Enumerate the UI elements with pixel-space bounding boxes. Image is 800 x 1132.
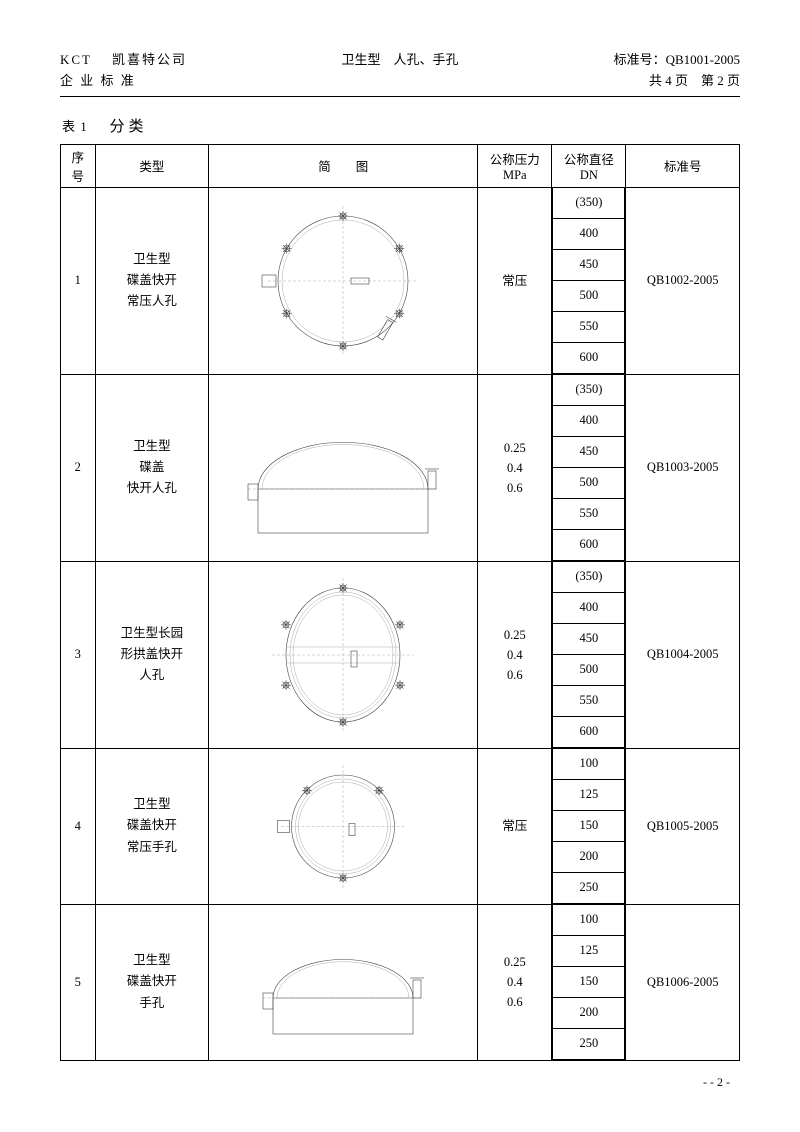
dn-value: 100	[553, 749, 625, 780]
dn-value: 250	[553, 872, 625, 903]
dn-value: 400	[553, 218, 625, 249]
cell-pressure: 0.25 0.4 0.6	[478, 561, 552, 748]
table-header-row: 序 号 类型 简 图 公称压力 MPa 公称直径 DN 标准号	[61, 144, 740, 187]
dn-value: 450	[553, 249, 625, 280]
col-dn: 公称直径 DN	[552, 144, 626, 187]
dn-value: 550	[553, 498, 625, 529]
dn-value: 450	[553, 436, 625, 467]
cell-diagram	[209, 904, 478, 1060]
company-code: KCT	[60, 52, 92, 67]
dn-value: 500	[553, 280, 625, 311]
dn-value: 450	[553, 623, 625, 654]
cell-seq: 5	[61, 904, 96, 1060]
company-name: 凯喜特公司	[112, 52, 187, 67]
dn-value: 500	[553, 467, 625, 498]
cell-diagram	[209, 374, 478, 561]
cell-type: 卫生型长园 形拱盖快开 人孔	[95, 561, 209, 748]
cell-seq: 4	[61, 748, 96, 904]
cell-pressure: 常压	[478, 748, 552, 904]
cell-pressure: 0.25 0.4 0.6	[478, 904, 552, 1060]
cell-seq: 3	[61, 561, 96, 748]
table-row: 2卫生型 碟盖 快开人孔 0.25 0.4 0.6(350)40045050055…	[61, 374, 740, 561]
cell-std: QB1004-2005	[626, 561, 740, 748]
col-diagram: 简 图	[209, 144, 478, 187]
page-footer: - - 2 -	[60, 1075, 740, 1090]
cell-pressure: 0.25 0.4 0.6	[478, 374, 552, 561]
table-row: 5卫生型 碟盖快开 手孔 0.25 0.4 0.6100125150200250Q…	[61, 904, 740, 1060]
cell-type: 卫生型 碟盖快开 手孔	[95, 904, 209, 1060]
dn-value: 100	[553, 905, 625, 936]
std-no-block: 标准号：QB1001-2005	[516, 50, 740, 71]
dn-value: 400	[553, 405, 625, 436]
dn-value: 600	[553, 529, 625, 560]
dn-value: (350)	[553, 562, 625, 593]
dn-value: 125	[553, 779, 625, 810]
page-header: KCT 凯喜特公司 卫生型 人孔、手孔 标准号：QB1001-2005 企 业 …	[60, 50, 740, 97]
dn-value: 200	[553, 841, 625, 872]
dn-value: 250	[553, 1028, 625, 1059]
dn-value: (350)	[553, 188, 625, 219]
cell-dn: 100125150200250	[552, 748, 626, 904]
col-pressure: 公称压力 MPa	[478, 144, 552, 187]
dn-value: 400	[553, 592, 625, 623]
cell-diagram	[209, 187, 478, 374]
dn-value: 600	[553, 716, 625, 747]
table-row: 1卫生型 碟盖快开 常压人孔 常压(350)400450500550600QB10…	[61, 187, 740, 374]
header-subtitle: 企 业 标 准	[60, 71, 284, 92]
page-info: 共 4 页 第 2 页	[516, 71, 740, 92]
dn-value: 600	[553, 342, 625, 373]
cell-diagram	[209, 748, 478, 904]
cell-std: QB1006-2005	[626, 904, 740, 1060]
cell-std: QB1002-2005	[626, 187, 740, 374]
table-caption: 表 1 分类	[62, 115, 740, 136]
doc-title: 卫生型 人孔、手孔	[288, 50, 512, 71]
table-row: 3卫生型长园 形拱盖快开 人孔 0.25 0.4 0.6(350)40045050…	[61, 561, 740, 748]
cell-dn: 100125150200250	[552, 904, 626, 1060]
cell-std: QB1005-2005	[626, 748, 740, 904]
classification-table: 序 号 类型 简 图 公称压力 MPa 公称直径 DN 标准号 1卫生型 碟盖快…	[60, 144, 740, 1061]
cell-diagram	[209, 561, 478, 748]
cell-seq: 2	[61, 374, 96, 561]
col-seq: 序 号	[61, 144, 96, 187]
header-company: KCT 凯喜特公司	[60, 50, 284, 71]
dn-value: 150	[553, 810, 625, 841]
cell-std: QB1003-2005	[626, 374, 740, 561]
dn-value: 150	[553, 966, 625, 997]
cell-seq: 1	[61, 187, 96, 374]
dn-value: (350)	[553, 375, 625, 406]
cell-dn: (350)400450500550600	[552, 561, 626, 748]
dn-value: 200	[553, 997, 625, 1028]
dn-value: 500	[553, 654, 625, 685]
dn-value: 125	[553, 935, 625, 966]
dn-value: 550	[553, 685, 625, 716]
cell-type: 卫生型 碟盖快开 常压手孔	[95, 748, 209, 904]
cell-type: 卫生型 碟盖快开 常压人孔	[95, 187, 209, 374]
cell-pressure: 常压	[478, 187, 552, 374]
cell-type: 卫生型 碟盖 快开人孔	[95, 374, 209, 561]
cell-dn: (350)400450500550600	[552, 187, 626, 374]
col-std: 标准号	[626, 144, 740, 187]
table-row: 4卫生型 碟盖快开 常压手孔 常压100125150200250QB1005-20…	[61, 748, 740, 904]
col-type: 类型	[95, 144, 209, 187]
cell-dn: (350)400450500550600	[552, 374, 626, 561]
dn-value: 550	[553, 311, 625, 342]
